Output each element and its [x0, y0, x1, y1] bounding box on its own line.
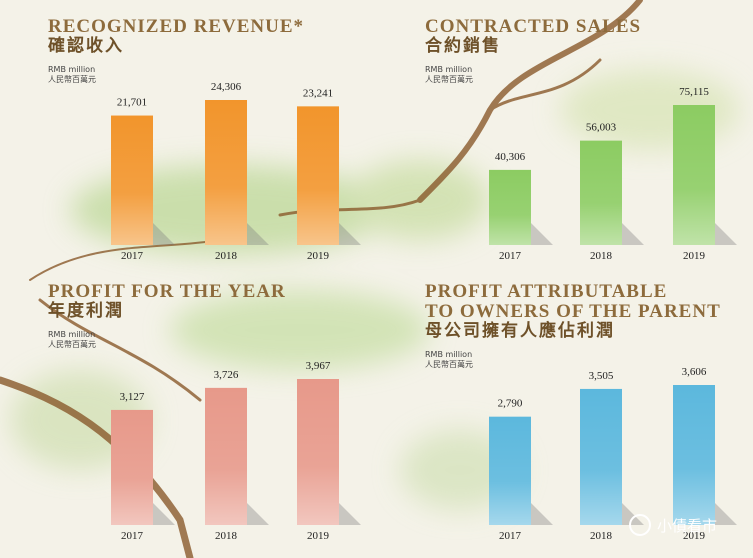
bar-shadow	[622, 223, 644, 245]
bar-sheen	[205, 387, 247, 525]
value-label: 75,115	[679, 86, 709, 98]
bar-shadow	[339, 223, 361, 245]
value-label: 3,967	[306, 360, 331, 372]
bar-sheen	[580, 388, 622, 525]
chart-title: TO OWNERS OF THE PARENT	[425, 301, 721, 322]
bar-shadow	[247, 503, 269, 525]
bar-sheen	[489, 169, 531, 245]
category-label: 2018	[590, 250, 613, 262]
value-label: 40,306	[495, 151, 526, 163]
bar-shadow	[622, 503, 644, 525]
chart-subtitle: 年度利潤	[48, 300, 124, 321]
bar-sheen	[297, 106, 339, 246]
bar-sheen	[673, 385, 715, 525]
unit-label: 人民幣百萬元	[425, 359, 473, 369]
category-label: 2017	[121, 530, 144, 542]
unit-label: 人民幣百萬元	[48, 339, 96, 349]
bar-shadow	[153, 503, 175, 525]
value-label: 23,241	[303, 87, 333, 99]
bar-sheen	[297, 379, 339, 525]
category-label: 2018	[590, 530, 613, 542]
bar-sheen	[111, 115, 153, 245]
bar-shadow	[531, 503, 553, 525]
chart-title: PROFIT ATTRIBUTABLE	[425, 281, 667, 302]
bar-sheen	[111, 409, 153, 525]
unit-label: 人民幣百萬元	[48, 74, 96, 84]
unit-label: RMB million	[425, 65, 472, 74]
category-label: 2019	[683, 530, 706, 542]
bar-sheen	[205, 100, 247, 245]
bar-shadow	[153, 223, 175, 245]
chart: RECOGNIZED REVENUE*確認收入 RMB million人民幣百萬元…	[48, 16, 361, 262]
bar-shadow	[531, 223, 553, 245]
category-label: 2018	[215, 250, 238, 262]
chart-subtitle: 確認收入	[48, 35, 124, 56]
bar-sheen	[673, 105, 715, 245]
category-label: 2017	[499, 250, 522, 262]
bar-shadow	[715, 223, 737, 245]
unit-label: 人民幣百萬元	[425, 74, 473, 84]
bar-shadow	[339, 503, 361, 525]
chart-title: RECOGNIZED REVENUE*	[48, 16, 304, 37]
bar-shadow	[247, 223, 269, 245]
category-label: 2019	[307, 530, 330, 542]
category-label: 2018	[215, 530, 238, 542]
chart-subtitle: 母公司擁有人應佔利潤	[425, 320, 615, 341]
watermark-text: 小債看市	[657, 517, 717, 535]
watermark: 小債看市	[629, 514, 717, 536]
value-label: 3,726	[214, 369, 239, 381]
value-label: 3,606	[682, 366, 707, 378]
value-label: 3,505	[589, 370, 614, 382]
category-label: 2017	[121, 250, 144, 262]
unit-label: RMB million	[48, 65, 95, 74]
watermark-icon	[629, 514, 651, 536]
chart-title: PROFIT FOR THE YEAR	[48, 281, 286, 302]
unit-label: RMB million	[425, 350, 472, 359]
category-label: 2019	[683, 250, 706, 262]
chart-subtitle: 合約銷售	[425, 35, 501, 56]
unit-label: RMB million	[48, 330, 95, 339]
category-label: 2017	[499, 530, 522, 542]
category-label: 2019	[307, 250, 330, 262]
bar-sheen	[489, 416, 531, 525]
value-label: 2,790	[498, 398, 523, 410]
bar-shadow	[715, 503, 737, 525]
value-label: 21,701	[117, 97, 147, 109]
value-label: 24,306	[211, 81, 242, 93]
value-label: 3,127	[120, 391, 145, 403]
value-label: 56,003	[586, 122, 617, 134]
bar-sheen	[580, 140, 622, 245]
chart-title: CONTRACTED SALES	[425, 16, 641, 37]
